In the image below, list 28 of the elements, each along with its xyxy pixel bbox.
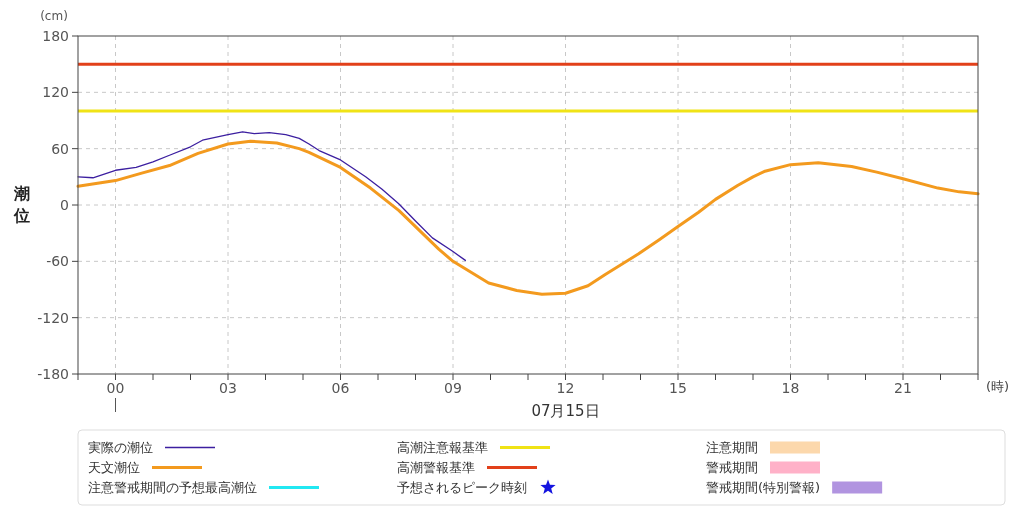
y-tick-label: 60: [51, 140, 69, 157]
x-tick-label: 03: [219, 380, 237, 396]
text: 07月15日: [531, 402, 600, 420]
legend-label: 実際の潮位: [88, 440, 153, 455]
x-tick-label: 09: [444, 380, 462, 396]
x-tick-label: 21: [894, 380, 912, 396]
legend-label: 警戒期間: [706, 460, 758, 475]
x-tick-label: 12: [556, 380, 575, 396]
legend-label: 注意期間: [706, 440, 758, 455]
x-tick-label: 00: [106, 380, 125, 396]
x-tick-label: 06: [331, 380, 350, 396]
y-tick-label: 180: [42, 28, 69, 44]
text: (cm): [40, 9, 68, 23]
y-tick-label: 120: [42, 84, 69, 101]
legend-label: 注意警戒期間の予想最高潮位: [88, 480, 257, 495]
legend-label: 予想されるピーク時刻: [397, 480, 527, 495]
legend-label: 高潮警報基準: [397, 460, 475, 475]
x-tick-label: 15: [669, 380, 687, 396]
legend-label: 高潮注意報基準: [397, 440, 488, 455]
y-tick-label: -180: [37, 366, 69, 382]
y-tick-label: -60: [46, 253, 69, 270]
x-tick-label: 18: [781, 380, 800, 396]
y-tick-label: -120: [37, 309, 69, 326]
legend-label: 天文潮位: [88, 460, 140, 475]
x-axis-title: (時): [986, 379, 1010, 394]
legend-label: 警戒期間(特別警報): [706, 480, 821, 495]
y-tick-label: 0: [60, 197, 69, 213]
y-axis-title: 潮位: [13, 183, 30, 225]
